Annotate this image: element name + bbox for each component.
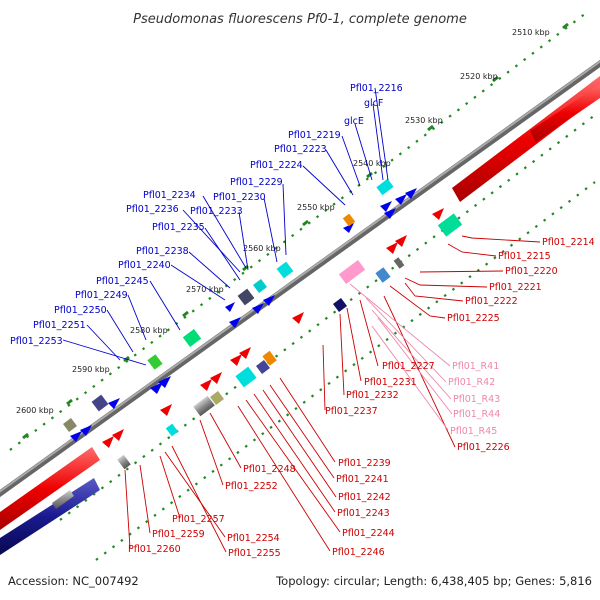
gene-label: Pfl01_2238	[136, 246, 189, 257]
map-title: Pseudomonas fluorescens Pf0-1, complete …	[133, 12, 467, 27]
rna-gene-labels: Pfl01_R41 Pfl01_R42 Pfl01_R43 Pfl01_R44 …	[448, 361, 500, 437]
leader-lines	[62, 87, 541, 553]
scale-dots-inner-a	[59, 114, 596, 521]
gene-label: Pfl01_2214	[542, 237, 595, 248]
kbp-label-2520: 2520 kbp	[460, 72, 498, 81]
gene-label: Pfl01_2230	[213, 192, 266, 203]
gene-label: Pfl01_2255	[228, 548, 281, 559]
gene-label: Pfl01_2260	[128, 544, 181, 555]
gene-label: Pfl01_2216	[350, 83, 403, 94]
gene-label: Pfl01_2251	[33, 320, 86, 331]
gene-label: Pfl01_2253	[10, 336, 63, 347]
kbp-label-2510: 2510 kbp	[512, 28, 550, 37]
genome-backbone	[0, 59, 600, 498]
gene-label: Pfl01_2224	[250, 160, 303, 171]
gene-label: Pfl01_2259	[152, 529, 205, 540]
kbp-label-2580: 2580 kbp	[130, 326, 168, 335]
gene-label: Pfl01_2222	[465, 296, 518, 307]
kbp-label-2540: 2540 kbp	[353, 159, 391, 168]
kbp-labels: 2510 kbp 2520 kbp 2530 kbp 2540 kbp 2550…	[16, 28, 550, 415]
gene-label: Pfl01_2241	[336, 474, 389, 485]
gene-label: Pfl01_2243	[337, 508, 390, 519]
gene-label: glcE	[344, 116, 364, 127]
kbp-label-2600: 2600 kbp	[16, 406, 54, 415]
gene-label: Pfl01_2239	[338, 458, 391, 469]
gene-label: Pfl01_R41	[452, 361, 499, 372]
gene-label: Pfl01_2242	[338, 492, 391, 503]
reverse-strand-blocks	[0, 84, 600, 555]
gene-label: Pfl01_R43	[453, 394, 500, 405]
kbp-label-2550: 2550 kbp	[297, 203, 335, 212]
gene-label: Pfl01_2225	[447, 313, 500, 324]
gene-label: Pfl01_2235	[152, 222, 205, 233]
gene-label: Pfl01_2240	[118, 260, 171, 271]
top-gene-labels: Pfl01_2216 glcF glcE Pfl01_2219 Pfl01_22…	[10, 83, 403, 347]
gene-label: Pfl01_2252	[225, 481, 278, 492]
gene-label: Pfl01_2234	[143, 190, 196, 201]
gene-label: Pfl01_2236	[126, 204, 179, 215]
gene-label: Pfl01_2233	[190, 206, 243, 217]
forward-strand-blocks	[0, 76, 600, 530]
gene-label: Pfl01_2226	[457, 442, 510, 453]
gene-label: Pfl01_2215	[498, 251, 551, 262]
gene-label: Pfl01_2248	[243, 464, 296, 475]
gene-label: Pfl01_R45	[450, 426, 497, 437]
gene-label: Pfl01_2229	[230, 177, 283, 188]
gene-label: Pfl01_2221	[489, 282, 542, 293]
scale-dots-inner-b	[95, 181, 596, 561]
gene-label: Pfl01_2219	[288, 130, 341, 141]
gene-label: Pfl01_2227	[382, 361, 435, 372]
gene-label: Pfl01_2246	[332, 547, 385, 558]
gene-label: Pfl01_2232	[346, 390, 399, 401]
gene-label: Pfl01_2223	[274, 144, 327, 155]
kbp-label-2590: 2590 kbp	[72, 365, 110, 374]
scale-ticks	[22, 22, 569, 440]
scale-dots-outer	[9, 9, 591, 451]
gene-label: Pfl01_2237	[325, 406, 378, 417]
kbp-label-2560: 2560 kbp	[243, 244, 281, 253]
kbp-label-2530: 2530 kbp	[405, 116, 443, 125]
gene-label: Pfl01_2244	[342, 528, 395, 539]
gene-label: Pfl01_2249	[75, 290, 128, 301]
gene-label: Pfl01_2231	[364, 377, 417, 388]
gene-label: glcF	[364, 98, 383, 109]
gene-label: Pfl01_2245	[96, 276, 149, 287]
kbp-label-2570: 2570 kbp	[186, 285, 224, 294]
gene-label: Pfl01_R44	[453, 409, 500, 420]
topology-text: Topology: circular; Length: 6,438,405 bp…	[275, 574, 592, 588]
gene-features	[62, 178, 463, 470]
right-gene-labels: Pfl01_2214 Pfl01_2215 Pfl01_2220 Pfl01_2…	[447, 237, 595, 324]
gene-label: Pfl01_2220	[505, 266, 558, 277]
lower-gene-labels: Pfl01_2227 Pfl01_2231 Pfl01_2232 Pfl01_2…	[128, 361, 510, 559]
gene-label: Pfl01_R42	[448, 377, 495, 388]
gene-label: Pfl01_2250	[54, 305, 107, 316]
gene-label: Pfl01_2254	[227, 533, 280, 544]
gene-label: Pfl01_2257	[172, 514, 225, 525]
accession-text: Accession: NC_007492	[8, 574, 139, 588]
